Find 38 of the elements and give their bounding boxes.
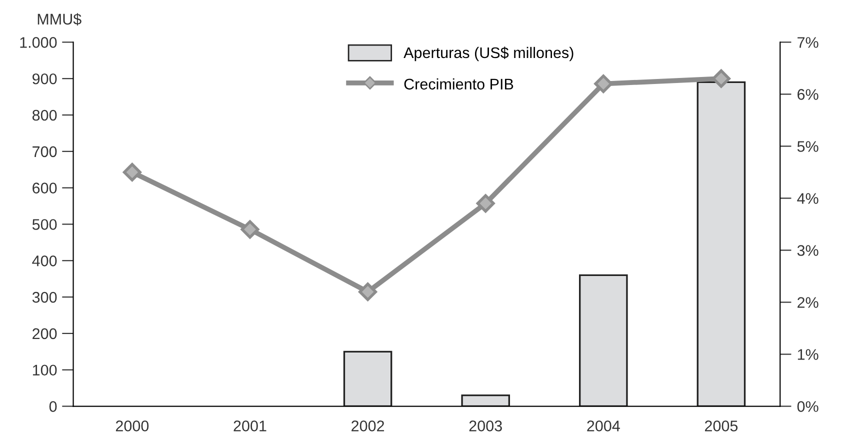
bar bbox=[579, 274, 628, 406]
y-tick-label: 900 bbox=[32, 73, 57, 84]
y2-tick-label: 2% bbox=[798, 297, 818, 308]
y-tick-label: 400 bbox=[32, 255, 57, 266]
y2-tick-label: 6% bbox=[798, 89, 818, 100]
x-tick-label: 2001 bbox=[234, 420, 266, 432]
y2-tick-label: 3% bbox=[797, 245, 818, 256]
y2-tick-label: 1% bbox=[798, 349, 818, 360]
y2-tick-label: 4% bbox=[797, 193, 818, 204]
point bbox=[712, 69, 730, 88]
bar bbox=[461, 394, 510, 406]
y-tick-label: 200 bbox=[32, 328, 57, 340]
y-tick-label: 500 bbox=[32, 219, 57, 230]
bar bbox=[696, 81, 746, 406]
y-tick-label: 300 bbox=[32, 292, 57, 303]
y-tick-label: 700 bbox=[32, 146, 57, 158]
x-tick-label: 2003 bbox=[469, 420, 502, 432]
legend-label: Aperturas (US$ millones) bbox=[404, 46, 574, 62]
y2-tick-label: 0% bbox=[797, 401, 818, 412]
point bbox=[594, 74, 613, 94]
y2-tick-label: 5% bbox=[797, 141, 818, 152]
point bbox=[476, 194, 495, 213]
x-tick-label: 2000 bbox=[116, 420, 149, 432]
x-tick-label: 2004 bbox=[587, 420, 620, 432]
y-tick-label: 100 bbox=[32, 364, 57, 376]
y2-tick-label: 7% bbox=[798, 37, 818, 48]
point bbox=[240, 220, 260, 239]
x-tick-label: 2005 bbox=[704, 420, 738, 432]
x-tick-label: 2002 bbox=[352, 420, 384, 432]
point bbox=[122, 162, 142, 182]
y-axis-title: MMU$ bbox=[38, 13, 82, 26]
point bbox=[358, 282, 378, 302]
y-tick-label: 1.000 bbox=[20, 37, 57, 48]
legend-label: Crecimiento PIB bbox=[404, 78, 514, 90]
y-tick-label: 0 bbox=[49, 401, 57, 412]
bar bbox=[343, 350, 392, 406]
y-tick-label: 800 bbox=[32, 110, 57, 121]
y-tick-label: 600 bbox=[32, 182, 57, 194]
